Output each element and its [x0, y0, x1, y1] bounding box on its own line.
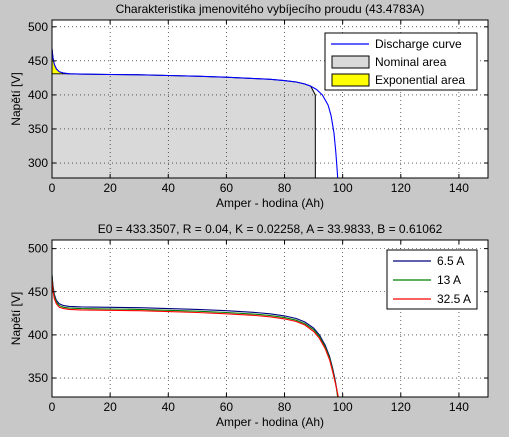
legend-label: 13 A [437, 273, 461, 287]
x-tick-label: 100 [333, 400, 353, 414]
x-tick-label: 80 [278, 181, 292, 195]
legend-label: 6.5 A [437, 254, 464, 268]
y-axis-label: Napětí [V] [9, 72, 23, 125]
plot-content [52, 20, 488, 178]
legend: 6.5 A 13 A 32.5 A [386, 249, 478, 310]
x-tick-label: 40 [162, 181, 176, 195]
x-tick-label: 0 [49, 400, 56, 414]
chart-1: 0 20 40 60 80 100 120 140 300 350 400 450 500 Charakt… [9, 2, 489, 210]
y-tick-label: 450 [28, 54, 48, 68]
legend-label: Exponential area [375, 73, 465, 87]
series-line-3 [52, 278, 339, 397]
legend-label: 32.5 A [437, 292, 471, 306]
x-tick-label: 120 [391, 400, 411, 414]
x-axis-label: Amper - hodina (Ah) [216, 415, 324, 429]
x-tick-label: 20 [103, 181, 117, 195]
x-tick-label: 140 [449, 400, 469, 414]
x-tick-label: 120 [391, 181, 411, 195]
y-tick-label: 350 [28, 371, 48, 385]
series-line-2 [52, 276, 339, 397]
y-tick-label: 500 [28, 20, 48, 34]
legend-label: Nominal area [375, 55, 447, 69]
y-tick-label: 450 [28, 285, 48, 299]
chart-2: 0 20 40 60 80 100 120 140 350 400 450 500 E0 = 433.3… [9, 222, 489, 429]
x-tick-label: 60 [220, 400, 234, 414]
y-tick-label: 400 [28, 88, 48, 102]
legend: Discharge curve Nominal area Exponential a… [324, 32, 478, 91]
x-axis-label: Amper - hodina (Ah) [216, 196, 324, 210]
series-line-1 [52, 274, 339, 397]
x-tick-label: 80 [278, 400, 292, 414]
chart-title: Charakteristika jmenovitého vybíjecího p… [116, 2, 425, 16]
x-tick-label: 20 [103, 400, 117, 414]
x-tick-label: 100 [333, 181, 353, 195]
y-tick-label: 300 [28, 156, 48, 170]
legend-swatch [331, 73, 370, 87]
y-tick-label: 500 [28, 242, 48, 256]
chart-title: E0 = 433.3507, R = 0.04, K = 0.02258, A … [98, 222, 443, 236]
x-tick-label: 60 [220, 181, 234, 195]
y-axis-label: Napětí [V] [9, 292, 23, 345]
series-line-1 [52, 48, 339, 178]
legend-swatch [331, 55, 370, 69]
axes-frame [51, 239, 489, 398]
y-tick-label: 400 [28, 328, 48, 342]
y-tick-label: 350 [28, 122, 48, 136]
x-tick-label: 140 [449, 181, 469, 195]
axes-frame [51, 19, 489, 179]
x-tick-label: 40 [162, 400, 176, 414]
plot-content [52, 240, 488, 397]
legend-label: Discharge curve [375, 37, 462, 51]
x-tick-label: 0 [49, 181, 56, 195]
